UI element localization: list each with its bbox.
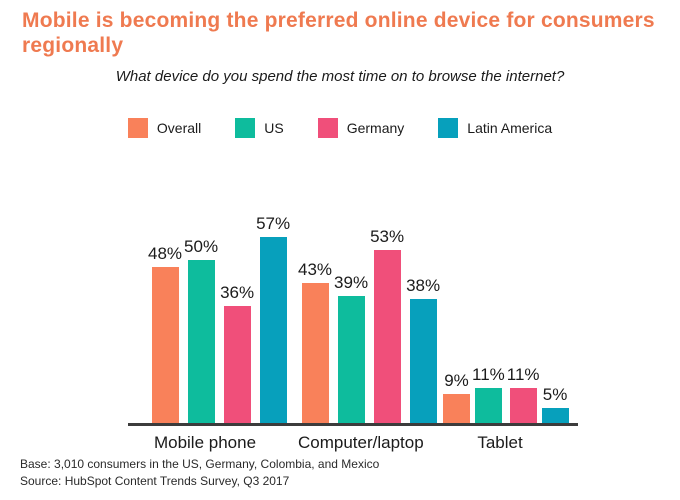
- bar-value-label-us-mobile-phone: 50%: [184, 237, 219, 256]
- plot-area: 48% 50% 36% 57% 43% 39% 53% 38% 9% 11% 11% 5%: [128, 190, 578, 424]
- bar-overall-computer-laptop: [301, 283, 329, 424]
- bar-value-label-latin-america-mobile-phone: 57%: [256, 214, 291, 233]
- legend-swatch-germany: [317, 118, 338, 138]
- bar-group-mobile-phone: 48% 50% 36% 57%: [148, 215, 290, 424]
- bar-value-label-overall-computer-laptop: 43%: [298, 260, 333, 279]
- bar-column-overall-computer-laptop: 43%: [298, 261, 332, 424]
- bar-germany-computer-laptop: [373, 250, 401, 424]
- legend-label-overall: Overall: [156, 120, 202, 136]
- bar-column-overall-mobile-phone: 48%: [148, 245, 182, 424]
- chart-legend: Overall US Germany Latin America: [0, 118, 680, 138]
- bar-column-latin-america-computer-laptop: 38%: [406, 277, 440, 424]
- footnote-base: Base: 3,010 consumers in the US, Germany…: [20, 457, 380, 471]
- bar-column-us-computer-laptop: 39%: [334, 274, 368, 424]
- bar-overall-tablet: [443, 394, 470, 424]
- bar-value-label-germany-computer-laptop: 53%: [370, 227, 405, 246]
- bar-us-tablet: [474, 388, 502, 424]
- legend-label-us: US: [264, 120, 284, 136]
- legend-swatch-overall: [127, 118, 148, 138]
- bar-overall-mobile-phone: [151, 267, 179, 424]
- bar-germany-mobile-phone: [223, 306, 251, 424]
- bar-value-label-latin-america-computer-laptop: 38%: [406, 276, 441, 295]
- bar-germany-tablet: [509, 388, 537, 424]
- category-label-computer-laptop: Computer/laptop: [298, 433, 424, 452]
- chart-subtitle: What device do you spend the most time o…: [115, 68, 565, 85]
- bar-us-mobile-phone: [187, 260, 215, 424]
- bar-column-latin-america-mobile-phone: 57%: [256, 215, 290, 424]
- bar-latin-america-computer-laptop: [409, 299, 437, 424]
- page-title: Mobile is becoming the preferred online …: [22, 9, 655, 58]
- footnote-source: Source: HubSpot Content Trends Survey, Q…: [20, 474, 290, 489]
- bar-us-computer-laptop: [337, 296, 365, 424]
- category-label-tablet: Tablet: [477, 433, 523, 452]
- bar-value-label-germany-mobile-phone: 36%: [220, 283, 255, 302]
- bar-column-germany-mobile-phone: 36%: [220, 284, 254, 424]
- x-axis-line: [128, 423, 578, 426]
- bar-latin-america-mobile-phone: [259, 237, 287, 424]
- x-axis-category-labels: Mobile phone Computer/laptop Tablet: [128, 433, 578, 457]
- legend-label-germany: Germany: [346, 120, 405, 136]
- bar-column-germany-tablet: 11%: [507, 366, 540, 424]
- bar-value-label-overall-mobile-phone: 48%: [148, 244, 183, 263]
- bar-value-label-us-tablet: 11%: [472, 365, 505, 384]
- bar-value-label-latin-america-tablet: 5%: [542, 385, 568, 404]
- bar-column-overall-tablet: 9%: [443, 372, 470, 424]
- category-label-mobile-phone: Mobile phone: [153, 433, 257, 452]
- legend-item-germany: Germany: [317, 118, 405, 138]
- bar-group-computer-laptop: 43% 39% 53% 38%: [298, 228, 440, 424]
- footnote: Base: 3,010 consumers in the US, Germany…: [20, 456, 379, 491]
- bar-value-label-us-computer-laptop: 39%: [334, 273, 369, 292]
- bar-column-us-mobile-phone: 50%: [184, 238, 218, 424]
- bar-value-label-overall-tablet: 9%: [444, 371, 469, 390]
- bar-group-tablet: 9% 11% 11% 5%: [443, 366, 569, 424]
- legend-label-latin-america: Latin America: [467, 120, 553, 136]
- legend-item-overall: Overall: [127, 118, 202, 138]
- bar-column-us-tablet: 11%: [472, 366, 505, 424]
- legend-swatch-latin-america: [438, 118, 459, 138]
- bar-value-label-germany-tablet: 11%: [506, 365, 540, 384]
- bar-column-latin-america-tablet: 5%: [541, 385, 569, 424]
- legend-item-us: US: [235, 118, 284, 138]
- bar-latin-america-tablet: [541, 408, 569, 424]
- bar-column-germany-computer-laptop: 53%: [370, 228, 404, 424]
- legend-swatch-us: [235, 118, 256, 138]
- legend-item-latin-america: Latin America: [438, 118, 552, 138]
